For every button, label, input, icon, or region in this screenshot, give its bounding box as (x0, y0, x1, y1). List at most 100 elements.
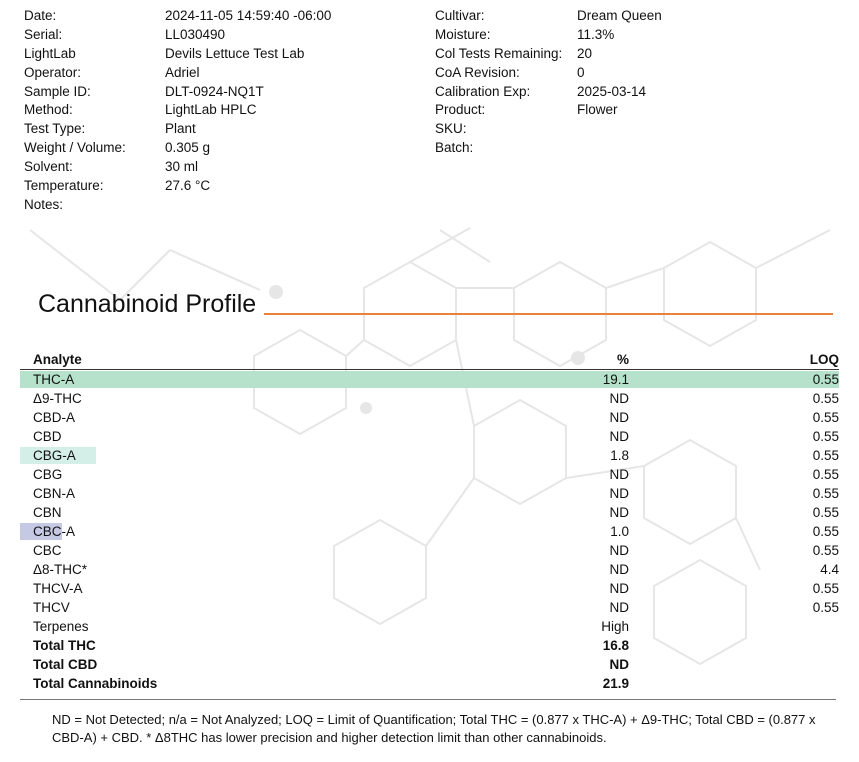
total-value: ND (609, 657, 630, 672)
meta-value: 30 ml (165, 159, 199, 175)
analyte-name: CBD (33, 429, 62, 444)
analyte-loq: 0.55 (812, 391, 839, 406)
analyte-percent: ND (609, 543, 630, 558)
meta-value: 0 (577, 64, 585, 80)
row-highlight (20, 371, 839, 388)
table-row: CBC ND 0.55 (20, 541, 839, 560)
meta-value: 2025-03-14 (577, 83, 647, 99)
analyte-loq (629, 617, 839, 636)
meta-label: Batch: (435, 140, 474, 156)
analyte-percent: 1.8 (610, 448, 629, 463)
table-row: THCV ND 0.55 (20, 598, 839, 617)
table-row: Terpenes High (20, 617, 839, 636)
meta-value: 11.3% (577, 26, 615, 42)
analyte-percent: ND (609, 410, 630, 425)
meta-label: Test Type: (24, 121, 86, 137)
analyte-loq: 0.55 (812, 486, 839, 501)
meta-value: Plant (165, 121, 196, 137)
meta-row-coa-revision: CoA Revision: 0 (435, 64, 662, 83)
table-row: Δ8-THC* ND 4.4 (20, 560, 839, 579)
meta-value: Dream Queen (577, 8, 662, 23)
meta-label: Col Tests Remaining: (435, 45, 563, 61)
meta-value: 20 (577, 45, 593, 61)
meta-label: Method: (24, 102, 73, 118)
analyte-percent: ND (609, 391, 630, 406)
meta-value: 2024-11-05 14:59:40 -06:00 (165, 8, 332, 23)
cell-highlight (20, 523, 62, 540)
analyte-name: CBG (33, 467, 63, 482)
meta-value: 0.305 g (165, 140, 211, 156)
analyte-name: CBD-A (33, 410, 76, 425)
meta-value: LightLab HPLC (165, 102, 257, 118)
analyte-name: CBC-A (33, 524, 76, 539)
meta-row-solvent: Solvent: 30 ml (24, 158, 331, 177)
meta-label: Date: (24, 8, 57, 23)
meta-value: LL030490 (165, 26, 226, 42)
analyte-loq: 0.55 (812, 600, 839, 615)
analyte-percent: ND (609, 505, 630, 520)
meta-row-notes: Notes: (24, 196, 331, 215)
total-name: Total THC (33, 638, 96, 653)
analyte-loq: 0.55 (812, 543, 839, 558)
meta-label: Calibration Exp: (435, 83, 531, 99)
analyte-loq: 4.4 (820, 562, 839, 577)
analyte-loq: 0.55 (812, 467, 839, 482)
meta-value: Devils Lettuce Test Lab (165, 45, 305, 61)
meta-label: Product: (435, 102, 486, 118)
header-analyte: Analyte (33, 352, 82, 367)
metadata-left: Date: 2024-11-05 14:59:40 -06:00 Serial: L… (24, 7, 331, 215)
header-percent: % (616, 352, 629, 367)
section-title: Cannabinoid Profile (38, 290, 257, 318)
meta-row-weight: Weight / Volume: 0.305 g (24, 139, 331, 158)
table-row: CBD-A ND 0.55 (20, 408, 839, 427)
table-bottom-rule (20, 699, 836, 700)
meta-value: DLT-0924-NQ1T (165, 83, 264, 99)
analyte-name: THC-A (33, 372, 75, 387)
analyte-loq (629, 674, 839, 693)
analyte-percent: ND (609, 429, 630, 444)
meta-row-temperature: Temperature: 27.6 °C (24, 177, 331, 196)
meta-label: Notes: (24, 196, 64, 212)
meta-label: Serial: (24, 26, 63, 42)
analyte-name: THCV-A (33, 581, 83, 596)
table-row: CBG-A 1.8 0.55 (20, 446, 839, 465)
meta-row-lightlab: LightLab Devils Lettuce Test Lab (24, 45, 331, 64)
total-row: Total THC 16.8 (20, 636, 839, 655)
meta-row-test-type: Test Type: Plant (24, 120, 331, 139)
meta-row-product: Product: Flower (435, 101, 662, 120)
meta-value: 27.6 °C (165, 178, 211, 194)
table-row: THCV-A ND 0.55 (20, 579, 839, 598)
analyte-percent: ND (609, 581, 630, 596)
analyte-name: CBN (33, 505, 62, 520)
meta-label: Moisture: (435, 26, 491, 42)
metadata-right: Cultivar: Dream Queen Moisture: 11.3% Col … (435, 7, 662, 158)
meta-label: Solvent: (24, 159, 73, 175)
meta-label: SKU: (435, 121, 467, 137)
meta-label: CoA Revision: (435, 64, 520, 80)
table-row: CBN ND 0.55 (20, 503, 839, 522)
analyte-loq (629, 655, 839, 674)
cannabinoid-table: Analyte % LOQ THC-A 19.1 0.55 Δ9-THC ND … (20, 350, 839, 693)
meta-label: Temperature: (24, 178, 104, 194)
analyte-percent: ND (609, 562, 630, 577)
total-name: Total CBD (33, 657, 98, 672)
meta-label: Cultivar: (435, 8, 485, 23)
table-row: CBG ND 0.55 (20, 465, 839, 484)
meta-value: Adriel (165, 64, 200, 80)
analyte-name: CBC (33, 543, 62, 558)
meta-label: LightLab (24, 45, 76, 61)
analyte-name: Δ8-THC* (33, 562, 88, 577)
analyte-loq: 0.55 (812, 448, 839, 463)
meta-row-date: Date: 2024-11-05 14:59:40 -06:00 (24, 7, 331, 26)
meta-row-sample-id: Sample ID: DLT-0924-NQ1T (24, 83, 331, 102)
analyte-loq: 0.55 (812, 429, 839, 444)
table-row: CBC-A 1.0 0.55 (20, 522, 839, 541)
analyte-loq: 0.55 (812, 581, 839, 596)
analyte-percent: ND (609, 486, 630, 501)
meta-label: Sample ID: (24, 83, 91, 99)
table-header: Analyte % LOQ (20, 350, 839, 370)
analyte-loq: 0.55 (812, 505, 839, 520)
meta-row-method: Method: LightLab HPLC (24, 101, 331, 120)
analyte-percent: 19.1 (602, 372, 629, 387)
analyte-loq: 0.55 (812, 372, 839, 387)
